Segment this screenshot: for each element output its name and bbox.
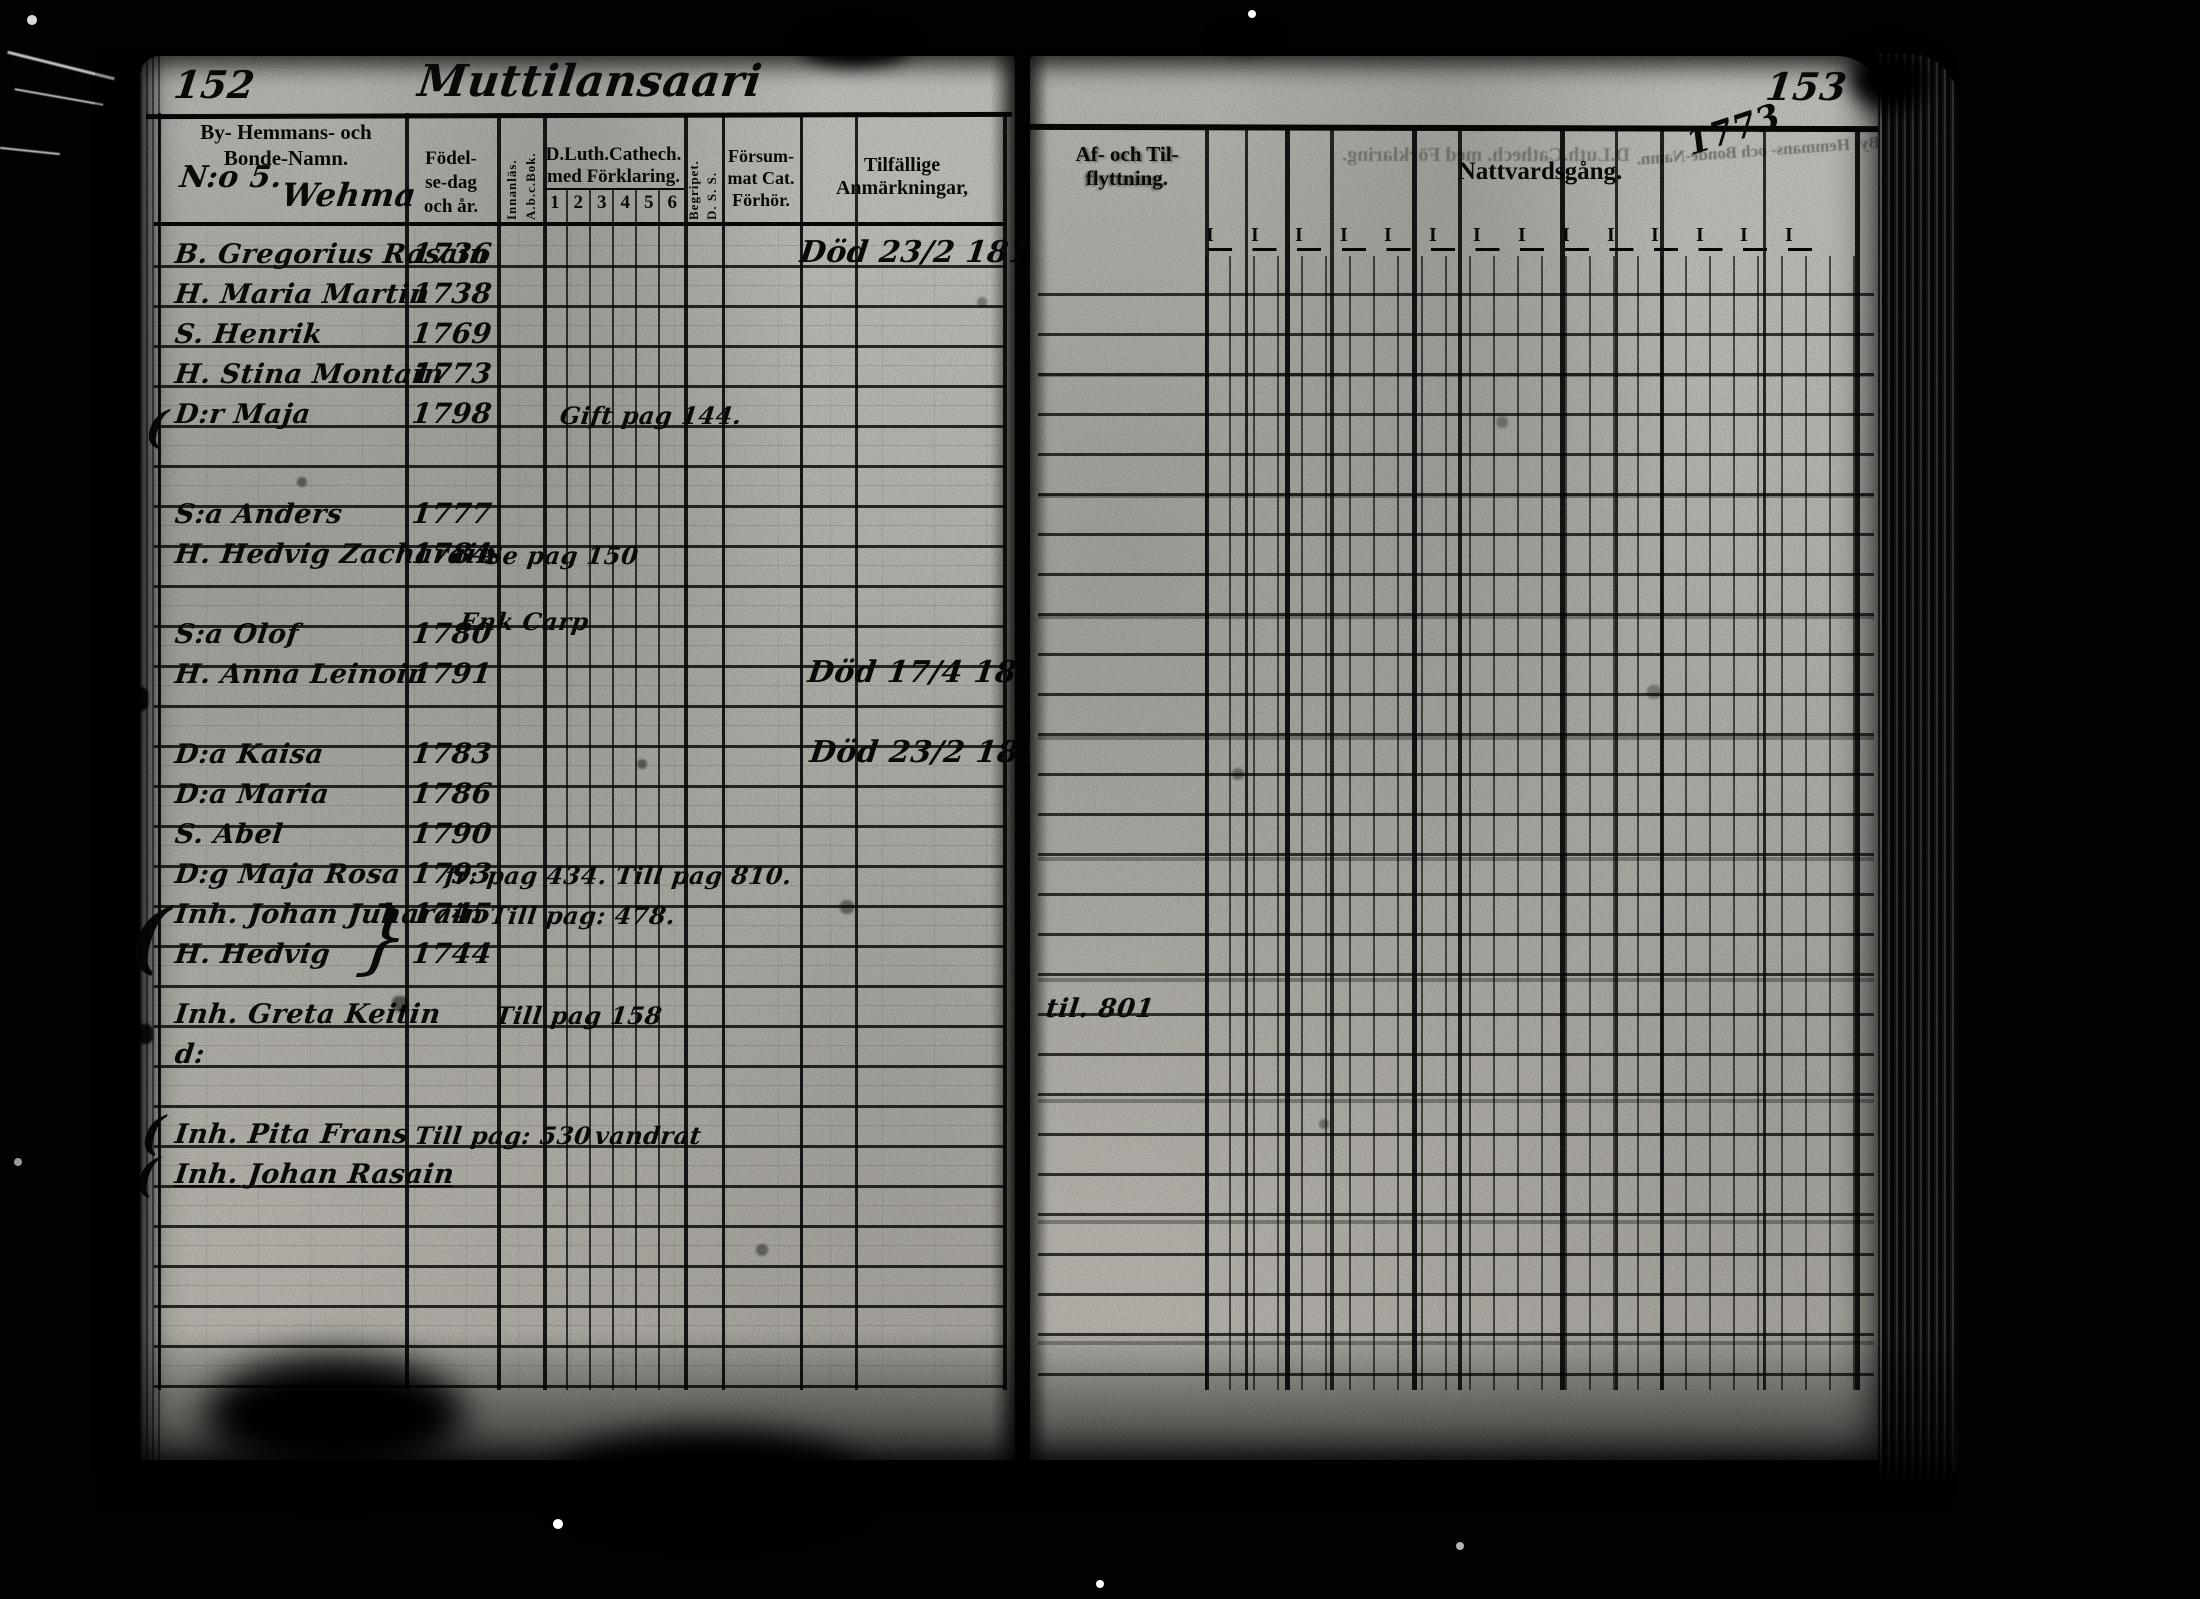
book-left-edge	[92, 54, 164, 1474]
entry-name: Inh. Pita Frans	[173, 1119, 411, 1150]
page-title-handwritten: Muttilansaari	[415, 56, 765, 107]
table-row: Inh. Greta Keitin Till pag 158	[140, 994, 1015, 1030]
entry-birth-year: 1786	[409, 777, 494, 810]
entry-name: d:	[173, 1039, 207, 1070]
entry-note: Gift pag 144.	[558, 401, 744, 430]
entry-name: H. Maria Martin	[173, 279, 432, 310]
table-row: S. Henrik 1769	[140, 314, 1015, 350]
entry-name: D:a Maria	[173, 779, 332, 810]
entry-note: fr: pag 434. Till pag 810.	[443, 861, 794, 890]
entry-birth-year: 1744	[409, 937, 494, 970]
entry-name: H. Stina Montain	[173, 359, 446, 390]
table-row: S:a Olof 1780 Enk Carp	[140, 607, 1015, 650]
entry-name: S:a Anders	[173, 499, 345, 530]
table-row: S. Abel 1790	[140, 814, 1015, 850]
entry-birth-year: 1736	[409, 237, 494, 270]
entry-note: Se pag 150	[483, 541, 641, 570]
table-row: D:a Maria 1786	[140, 774, 1015, 810]
table-row: d:	[140, 1034, 1015, 1070]
entry-birth-year: 1784	[409, 537, 494, 570]
entry-name: H. Hedvig	[173, 939, 333, 970]
table-row: D:r Maja 1798 Gift pag 144.	[140, 394, 1015, 430]
entry-birth-year: 1791	[409, 657, 494, 690]
entry-birth-year: 1773	[409, 357, 494, 390]
entry-note: vandrat	[593, 1121, 704, 1150]
right-page: 153 Af- och Til- flyttning. Nattvardsgån…	[1029, 56, 1882, 1460]
entry-birth-year: 1738	[409, 277, 494, 310]
entry-birth-year: 1798	[409, 397, 494, 430]
entry-note: Till pag 158	[493, 1001, 664, 1030]
entry-name: H. Anna Leinoin	[173, 659, 430, 690]
entry-note: Till pag: 530	[413, 1121, 594, 1150]
table-row: H. Anna Leinoin 1791 Död 17/4 1812.	[140, 654, 1072, 690]
entry-moving-note: til. 801	[1044, 994, 1156, 1024]
scan-blot	[205, 1355, 465, 1475]
table-row: Inh. Pita Frans Till pag: 530 vandrat	[140, 1114, 1015, 1150]
entry-name: D:g Maja Rosa	[173, 859, 403, 890]
table-row: D:g Maja Rosa 1793 fr: pag 434. Till pag…	[140, 854, 1015, 890]
left-page: 152 Muttilansaari By- Hemmans- och Bonde…	[124, 56, 1073, 1460]
entry-birth-year: 1783	[409, 737, 494, 770]
entry-name: D:r Maja	[173, 399, 313, 430]
table-row: H. Stina Montain 1773	[140, 354, 1015, 390]
book-gutter	[990, 54, 1048, 1474]
table-row: H. Hedvig Zacharain 1784 Se pag 150	[140, 534, 1015, 570]
book-right-edge	[1878, 54, 1958, 1474]
scan-blot	[560, 1430, 860, 1520]
scan-blot	[1215, 28, 1275, 52]
right-page-row-lines	[1038, 256, 1874, 1396]
entry-name: Inh. Johan Rasain	[173, 1159, 457, 1190]
table-row: Inh. Johan Juharain 1745 Till pag: 478.	[140, 894, 1015, 930]
scan-scratch	[14, 88, 104, 106]
entry-birth-year: 1769	[409, 317, 494, 350]
entry-note: Enk Carp	[458, 607, 591, 636]
entry-name: S. Abel	[173, 819, 286, 850]
entry-name: S:a Olof	[173, 619, 301, 650]
dust-specks	[0, 0, 4, 4]
entry-birth-year: 1745	[409, 897, 494, 930]
entry-name: Inh. Greta Keitin	[173, 999, 443, 1030]
entry-name: D:a Kaisa	[173, 739, 326, 770]
scan-blot	[800, 30, 910, 66]
table-row: H. Hedvig 1744	[140, 934, 1015, 970]
entry-name: S. Henrik	[173, 319, 325, 350]
page-number-right: 153	[1763, 64, 1850, 109]
table-row: B. Gregorius Rasain 1736 Död 23/2 1813.	[140, 234, 1064, 270]
table-row: H. Maria Martin 1738	[140, 274, 1015, 310]
entry-birth-year: 1790	[409, 817, 494, 850]
scan-scratch	[0, 146, 60, 156]
scan-blot	[1850, 50, 1930, 110]
table-row: D:a Kaisa 1783 Död 23/2 1816	[140, 734, 1064, 770]
page-number-left: 152	[171, 62, 258, 107]
entry-birth-year: 1777	[409, 497, 494, 530]
entry-note: Till pag: 478.	[488, 901, 678, 930]
table-row: Inh. Johan Rasain	[140, 1154, 1015, 1190]
table-row: S:a Anders 1777	[140, 494, 1015, 530]
